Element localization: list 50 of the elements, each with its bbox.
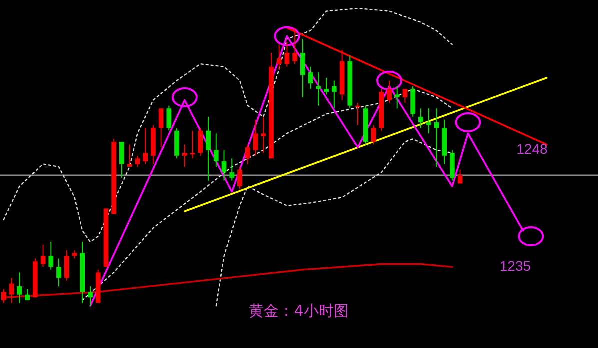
point — [518, 226, 544, 246]
candlestick — [261, 116, 266, 154]
candlestick — [158, 108, 164, 148]
candlestick — [17, 272, 22, 304]
candlestick — [238, 166, 242, 190]
candlestick — [135, 155, 140, 168]
candlestick — [394, 86, 400, 110]
candlestick — [40, 244, 46, 268]
candlestick — [387, 80, 392, 104]
candlestick — [292, 28, 298, 65]
candlestick — [434, 108, 440, 168]
candlestick — [332, 80, 337, 110]
candlestick — [25, 288, 30, 301]
point — [172, 88, 198, 108]
point — [376, 70, 402, 91]
candlestick — [316, 72, 322, 106]
candlestick — [418, 108, 424, 129]
annotation: 1235 — [500, 258, 532, 274]
candlestick — [48, 242, 54, 270]
candlestick — [1, 288, 6, 304]
annotation: 1248 — [516, 141, 548, 157]
candlestick — [214, 133, 219, 168]
point — [455, 112, 482, 133]
candlestick — [245, 144, 250, 165]
candlestick — [222, 150, 227, 182]
candlestick — [284, 41, 290, 68]
candlestick — [88, 286, 93, 306]
candlestick — [356, 102, 360, 126]
candlestick — [253, 119, 258, 156]
candlestick — [127, 144, 132, 168]
candlestick — [371, 124, 376, 146]
candlestick — [324, 78, 329, 96]
candlestick — [9, 278, 14, 304]
candlestick — [426, 108, 432, 134]
candlestick — [276, 44, 282, 70]
candlestick — [182, 144, 188, 168]
candlestick — [190, 130, 196, 160]
candlestick — [120, 141, 124, 179]
candlestick — [206, 116, 211, 182]
candlestick — [56, 258, 62, 288]
candlestick — [308, 66, 314, 90]
text: 黄金：4小时图 — [249, 302, 349, 320]
candlestick — [402, 88, 408, 104]
candlestick — [198, 128, 204, 156]
candlestick — [166, 105, 172, 132]
candlestick — [230, 158, 235, 182]
candlestick — [143, 128, 148, 165]
candlestick — [64, 250, 70, 282]
candlestick — [300, 38, 306, 98]
point — [274, 26, 300, 46]
